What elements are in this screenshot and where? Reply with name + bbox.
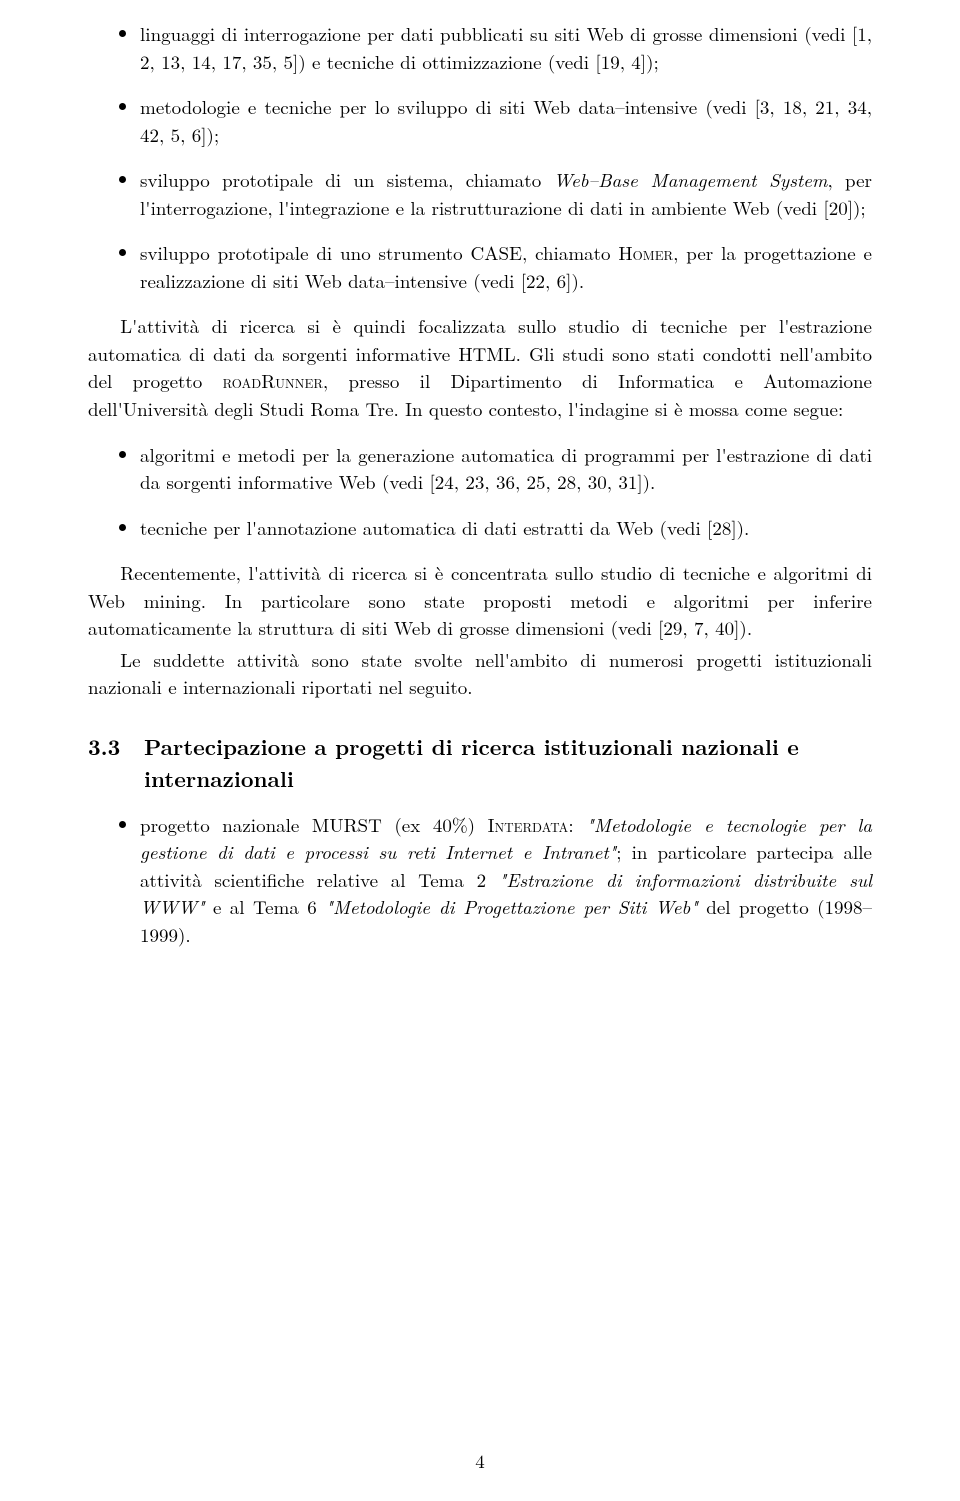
list-item: sviluppo prototipale di un sistema, chia…: [140, 166, 872, 221]
bullet-list-3: progetto nazionale MURST (ex 40%) Interd…: [88, 811, 872, 949]
list-item: tecniche per l'annotazione automatica di…: [140, 514, 872, 542]
list-item: sviluppo prototipale di uno strumento CA…: [140, 239, 872, 294]
text: e al Tema 6: [205, 893, 326, 920]
text: progetto nazionale MURST (ex 40%): [140, 811, 488, 838]
emphasis-text: "Metodologie di Progettazione per Siti W…: [325, 893, 698, 920]
section-title: Partecipazione a progetti di ricerca ist…: [144, 731, 872, 795]
text: sviluppo prototipale di uno strumento CA…: [140, 239, 618, 266]
paragraph: L'attività di ricerca si è quindi focali…: [88, 312, 872, 422]
bullet-list-1: linguaggi di interrogazione per dati pub…: [88, 20, 872, 294]
smallcaps-text: Interdata: [488, 811, 569, 838]
emphasis-text: Web–Base Management System: [553, 166, 827, 193]
bullet-list-2: algoritmi e metodi per la generazione au…: [88, 441, 872, 542]
section-heading: 3.3 Partecipazione a progetti di ricerca…: [88, 731, 872, 795]
text: sviluppo prototipale di un sistema, chia…: [140, 166, 553, 193]
smallcaps-text: roadRunner: [223, 367, 323, 394]
list-item: algoritmi e metodi per la generazione au…: [140, 441, 872, 496]
smallcaps-text: Homer: [618, 239, 673, 266]
text: :: [568, 811, 586, 838]
paragraph: Recentemente, l'attività di ricerca si è…: [88, 559, 872, 642]
list-item: progetto nazionale MURST (ex 40%) Interd…: [140, 811, 872, 949]
page-number: 4: [475, 1447, 485, 1475]
list-item: metodologie e tecniche per lo sviluppo d…: [140, 93, 872, 148]
page: linguaggi di interrogazione per dati pub…: [0, 0, 960, 1501]
paragraph: Le suddette attività sono state svolte n…: [88, 646, 872, 701]
section-number: 3.3: [88, 731, 144, 763]
list-item: linguaggi di interrogazione per dati pub…: [140, 20, 872, 75]
